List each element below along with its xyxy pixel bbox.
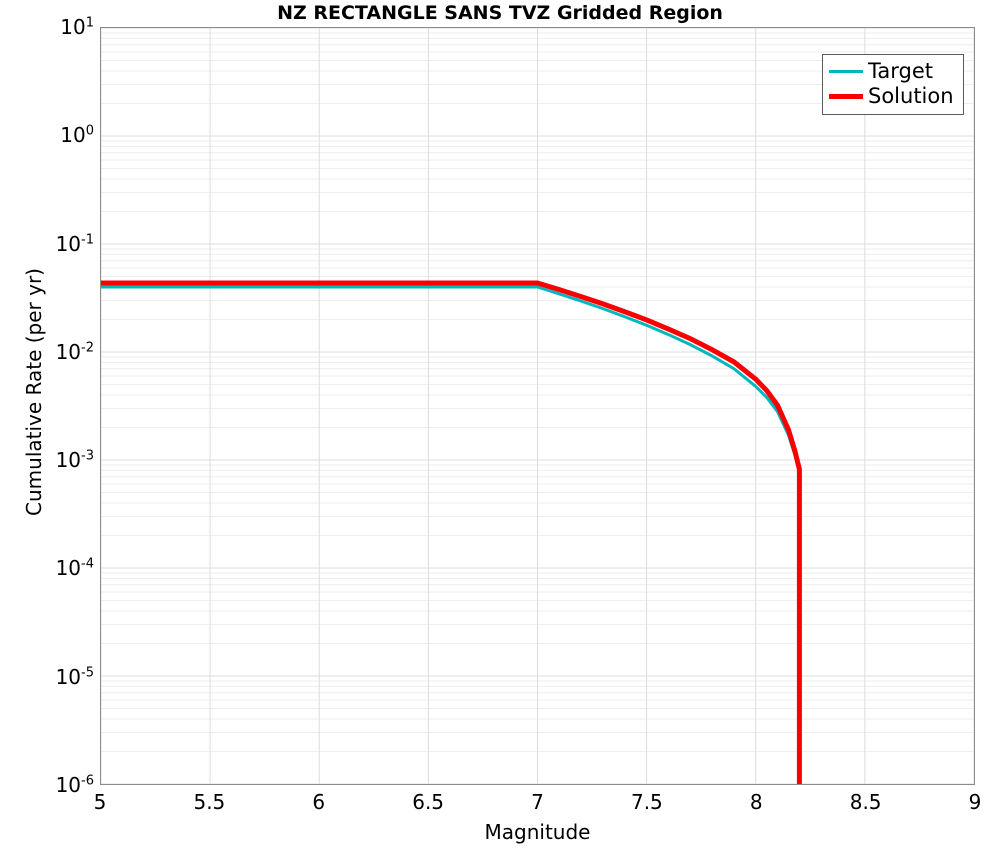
x-tick-label: 6 (312, 790, 326, 814)
y-tick-label: 10-5 (55, 664, 94, 689)
y-tick-label: 10-6 (55, 773, 94, 797)
legend-color-swatch (829, 94, 863, 99)
chart-title: NZ RECTANGLE SANS TVZ Gridded Region (277, 2, 723, 24)
x-tick-label: 5 (93, 790, 107, 814)
y-tick-label: 10-3 (55, 448, 94, 473)
y-tick-label: 10-2 (55, 339, 94, 364)
series-line-solution (101, 280, 802, 784)
x-axis-label: Magnitude (484, 820, 591, 844)
chart-legend: Target Solution (822, 54, 964, 115)
x-tick-label: 5.5 (193, 790, 226, 814)
legend-item-target[interactable]: Target (829, 59, 957, 84)
legend-item-label: Target (868, 59, 933, 83)
x-tick-label: 7 (531, 790, 544, 814)
x-tick-label: 6.5 (412, 790, 445, 814)
y-tick-label: 10-1 (55, 231, 94, 256)
legend-color-swatch (829, 70, 863, 73)
legend-item-solution[interactable]: Solution (829, 84, 957, 109)
grid-lines (101, 28, 974, 784)
y-tick-label: 100 (60, 123, 94, 148)
data-series (101, 280, 802, 784)
x-tick-label: 9 (968, 790, 982, 814)
y-tick-label: 101 (60, 15, 94, 39)
x-tick-label: 8 (749, 790, 763, 814)
y-tick-label: 10-4 (55, 556, 94, 581)
legend-item-label: Solution (868, 84, 954, 108)
plot-area (100, 27, 975, 785)
series-line-target (101, 285, 801, 784)
x-tick-label: 8.5 (849, 790, 882, 814)
x-tick-label: 7.5 (630, 790, 663, 814)
